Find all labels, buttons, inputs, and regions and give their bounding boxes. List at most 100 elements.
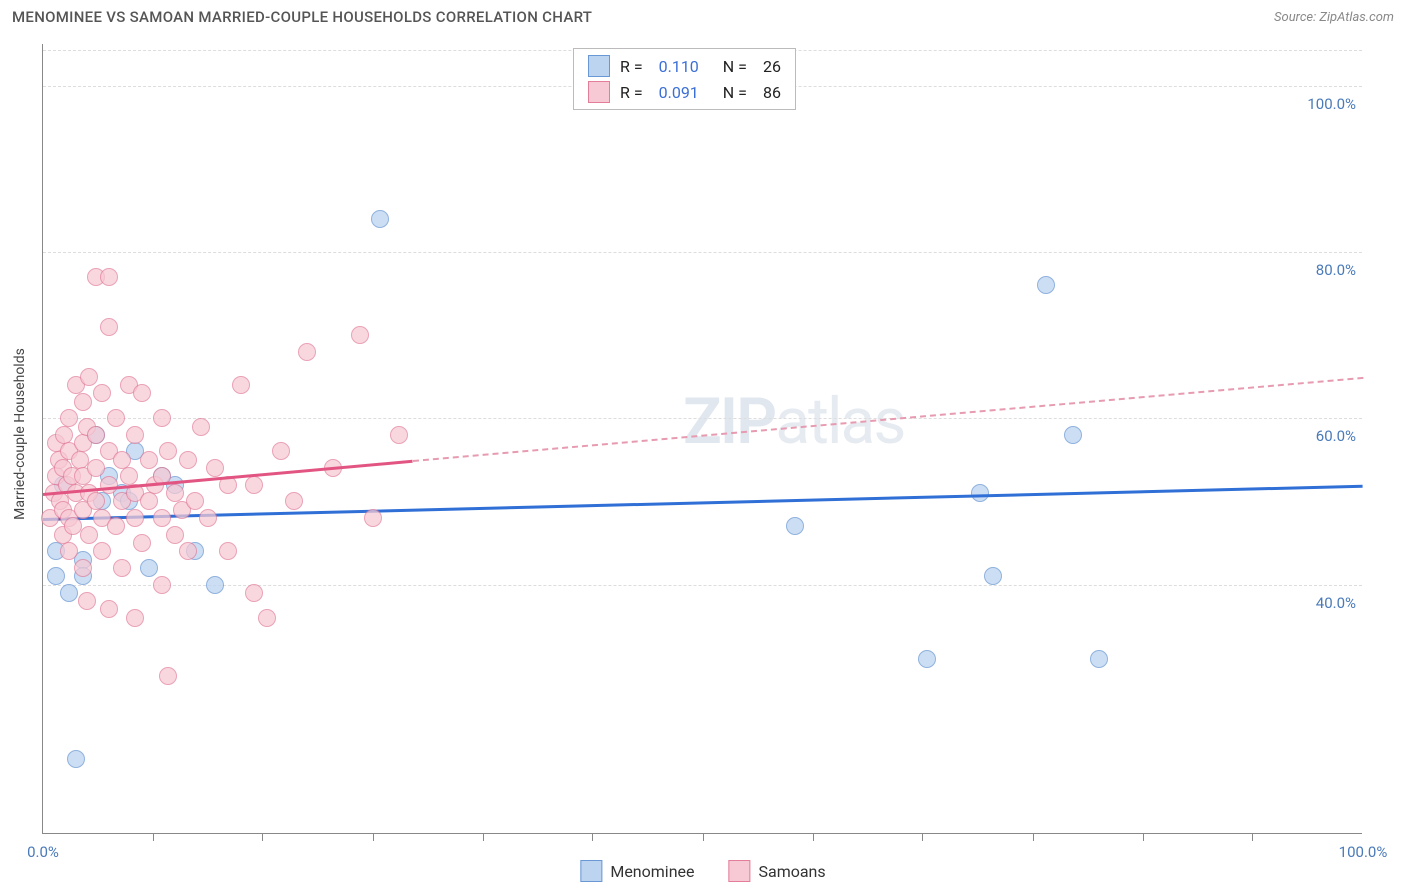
data-point xyxy=(100,268,118,286)
data-point xyxy=(126,609,144,627)
data-point xyxy=(159,442,177,460)
data-point xyxy=(60,542,78,560)
legend-swatch xyxy=(728,860,750,882)
data-point xyxy=(140,559,158,577)
data-point xyxy=(298,343,316,361)
legend-item: Samoans xyxy=(728,860,825,882)
x-minor-tick xyxy=(483,833,484,841)
data-point xyxy=(206,459,224,477)
x-minor-tick xyxy=(592,833,593,841)
x-minor-tick xyxy=(1143,833,1144,841)
legend-row: R = 0.091 N = 86 xyxy=(574,79,795,105)
x-minor-tick xyxy=(922,833,923,841)
data-point xyxy=(166,484,184,502)
x-tick-label: 0.0% xyxy=(27,843,59,861)
data-point xyxy=(786,517,804,535)
data-point xyxy=(60,584,78,602)
data-point xyxy=(55,426,73,444)
legend-r-value: 0.091 xyxy=(659,83,699,102)
data-point xyxy=(166,526,184,544)
data-point xyxy=(206,576,224,594)
data-point xyxy=(120,467,138,485)
data-point xyxy=(219,542,237,560)
x-tick-label: 100.0% xyxy=(1339,843,1388,861)
gridline-h xyxy=(43,252,1362,253)
legend-label: Menominee xyxy=(610,862,694,881)
data-point xyxy=(140,492,158,510)
data-point xyxy=(364,509,382,527)
data-point xyxy=(47,567,65,585)
data-point xyxy=(113,451,131,469)
data-point xyxy=(245,476,263,494)
data-point xyxy=(153,576,171,594)
source-label: Source: ZipAtlas.com xyxy=(1274,10,1394,25)
legend-item: Menominee xyxy=(580,860,694,882)
x-minor-tick xyxy=(1033,833,1034,841)
x-minor-tick xyxy=(813,833,814,841)
data-point xyxy=(186,492,204,510)
data-point xyxy=(133,534,151,552)
data-point xyxy=(272,442,290,460)
watermark-atlas: atlas xyxy=(775,384,904,459)
data-point xyxy=(971,484,989,502)
legend-n-label: N = xyxy=(723,83,747,102)
data-point xyxy=(390,426,408,444)
data-point xyxy=(93,384,111,402)
data-point xyxy=(258,609,276,627)
data-point xyxy=(87,459,105,477)
data-point xyxy=(351,326,369,344)
gridline-h xyxy=(43,585,1362,586)
data-point xyxy=(153,409,171,427)
y-axis-label: Married-couple Households xyxy=(12,348,28,520)
plot-area: ZIPatlas 40.0%60.0%80.0%100.0%0.0%100.0%… xyxy=(42,44,1362,834)
data-point xyxy=(1037,276,1055,294)
x-minor-tick xyxy=(703,833,704,841)
data-point xyxy=(159,667,177,685)
data-point xyxy=(126,426,144,444)
y-tick-label: 80.0% xyxy=(1316,261,1356,279)
data-point xyxy=(74,393,92,411)
data-point xyxy=(78,592,96,610)
legend-row: R = 0.110 N = 26 xyxy=(574,53,795,79)
bottom-legend: Menominee Samoans xyxy=(580,860,825,882)
data-point xyxy=(107,409,125,427)
y-tick-label: 100.0% xyxy=(1307,95,1356,113)
data-point xyxy=(1090,650,1108,668)
data-point xyxy=(87,492,105,510)
data-point xyxy=(192,418,210,436)
data-point xyxy=(179,542,197,560)
data-point xyxy=(113,559,131,577)
data-point xyxy=(133,384,151,402)
x-minor-tick xyxy=(262,833,263,841)
watermark-zip: ZIP xyxy=(683,384,775,459)
data-point xyxy=(80,526,98,544)
legend-n-value: 26 xyxy=(763,57,781,76)
data-point xyxy=(1064,426,1082,444)
x-minor-tick xyxy=(153,833,154,841)
data-point xyxy=(100,600,118,618)
legend-r-value: 0.110 xyxy=(659,57,699,76)
correlation-legend: R = 0.110 N = 26 R = 0.091 N = 86 xyxy=(573,48,796,110)
data-point xyxy=(60,409,78,427)
legend-n-value: 86 xyxy=(763,83,781,102)
data-point xyxy=(100,476,118,494)
x-minor-tick xyxy=(373,833,374,841)
legend-r-label: R = xyxy=(620,57,643,76)
data-point xyxy=(107,517,125,535)
legend-label: Samoans xyxy=(758,862,825,881)
gridline-h xyxy=(43,418,1362,419)
legend-swatch xyxy=(588,55,610,77)
legend-n-label: N = xyxy=(723,57,747,76)
trend-line xyxy=(43,485,1363,521)
data-point xyxy=(140,451,158,469)
data-point xyxy=(100,318,118,336)
data-point xyxy=(74,559,92,577)
data-point xyxy=(984,567,1002,585)
y-tick-label: 40.0% xyxy=(1316,594,1356,612)
data-point xyxy=(179,451,197,469)
data-point xyxy=(93,542,111,560)
data-point xyxy=(87,426,105,444)
chart-title: MENOMINEE VS SAMOAN MARRIED-COUPLE HOUSE… xyxy=(12,8,592,26)
legend-swatch xyxy=(580,860,602,882)
legend-r-label: R = xyxy=(620,83,643,102)
